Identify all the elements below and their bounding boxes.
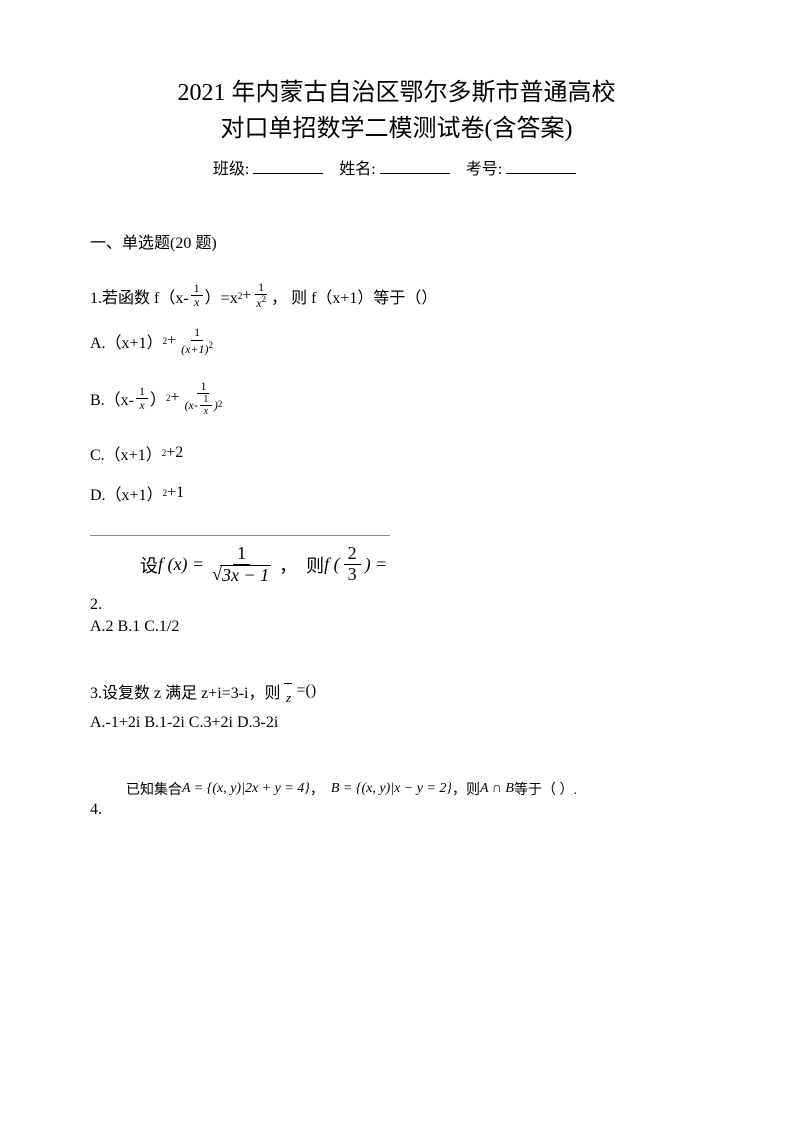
q1-optB-label: B.（x- <box>90 386 134 410</box>
q1-frac1-den-x: x <box>194 295 199 309</box>
q2-fx: f (x) = <box>158 554 204 575</box>
q1-frac2-den-sup: 2 <box>262 294 267 304</box>
q3-pre: 3.设复数 z 满足 z+i=3-i，则 <box>90 679 280 703</box>
q1-frac1-num: 1 <box>191 282 203 296</box>
q3-zbar-top <box>282 677 294 691</box>
q1-optB-frac-inner-num: 1 <box>136 385 148 399</box>
number-blank[interactable] <box>506 156 576 174</box>
q1-prefix: 1.若函数 f（x- <box>90 284 189 308</box>
q1-optB-fo-df: 1 x <box>200 394 212 417</box>
q3-post: =() <box>296 682 316 700</box>
q2-comma: ， <box>279 552 297 578</box>
q1-suffix: ， 则 f（x+1）等于（） <box>271 284 437 308</box>
q1-optB-frac-outer-den: (x- 1 x )2 <box>182 394 226 417</box>
number-label: 考号: <box>466 161 502 178</box>
q4-A-def: A = {(x, y)|2x + y = 4} <box>182 781 310 797</box>
q3-zbar-frac: z <box>282 677 294 706</box>
q3-line2: A.-1+2i B.1-2i C.3+2i D.3-2i <box>90 710 703 736</box>
q1-frac1-den: x <box>191 296 203 309</box>
class-label: 班级: <box>213 161 249 178</box>
q1-mid2: + <box>242 287 251 305</box>
q2-frac1: 1 √ 3x − 1 <box>208 544 275 586</box>
q1-optD-suffix: +1 <box>167 484 184 502</box>
q1-optA-plus: + <box>167 332 176 350</box>
q1-option-c: C.（x+1）2+2 <box>90 441 703 465</box>
q4-pre: 已知集合 <box>126 779 182 799</box>
q2-formula-box: 设 f (x) = 1 √ 3x − 1 ， 则 f ( 2 3 ) = <box>90 535 390 592</box>
q2-frac1-den: √ 3x − 1 <box>208 565 275 586</box>
name-label: 姓名: <box>339 161 375 178</box>
q1-optB-after-inner: ） <box>150 386 166 410</box>
q4-comma1: ， <box>310 779 324 799</box>
q2-number: 2. <box>90 596 703 614</box>
class-blank[interactable] <box>253 156 323 174</box>
q2-frac1-num: 1 <box>233 544 250 565</box>
q1-optB-frac-outer-num: 1 <box>197 380 209 394</box>
q1-optB-fo-df-d: x <box>204 406 208 417</box>
q1-optA-frac-den: (x+1)2 <box>178 341 216 356</box>
q1-optA-frac: 1 (x+1)2 <box>178 326 216 355</box>
q2-f-close: ) = <box>365 554 388 575</box>
q2-then-cn: 则 <box>306 552 324 578</box>
q2-frac2: 2 3 <box>344 544 361 585</box>
q2-formula: 设 f (x) = 1 √ 3x − 1 ， 则 f ( 2 3 ) = <box>90 544 390 592</box>
q1-optA-frac-num: 1 <box>191 326 203 340</box>
q2-sqrt: √ 3x − 1 <box>212 565 271 586</box>
q4-number: 4. <box>90 801 703 819</box>
q1-optB-frac-inner: 1 x <box>136 385 148 412</box>
section-1-header: 一、单选题(20 题) <box>90 229 703 253</box>
q1-optA-frac-den-body: (x+1) <box>181 342 208 356</box>
q1-option-a: A.（x+1） 2 + 1 (x+1)2 <box>90 326 703 355</box>
q2-sqrt-body: 3x − 1 <box>220 565 271 586</box>
q1-optB-fo-dl: (x- <box>185 399 198 412</box>
q2-frac2-den: 3 <box>344 565 361 585</box>
q1-optB-fo-df-n: 1 <box>200 394 212 406</box>
q1-optA-frac-den-sup: 2 <box>209 340 214 350</box>
q1-frac2-den: x2 <box>253 295 269 310</box>
q4-then: ，则 <box>452 779 480 799</box>
q1-optD-label: D.（x+1） <box>90 481 163 505</box>
info-line: 班级: 姓名: 考号: <box>90 155 703 179</box>
q1-optB-plus: + <box>171 389 180 407</box>
q3-zbar-z: z <box>282 691 294 705</box>
q1-optB-frac-inner-den-x: x <box>139 398 144 412</box>
q4-stem: 已知集合 A = {(x, y)|2x + y = 4} ， B = {(x, … <box>90 779 703 799</box>
q1-option-b: B.（x- 1 x ） 2 + 1 (x- 1 x )2 <box>90 380 703 417</box>
q2-f-open: f ( <box>324 554 340 575</box>
q2-prefix-cn: 设 <box>140 552 158 578</box>
q4-B-def: B = {(x, y)|x − y = 2} <box>331 781 452 797</box>
q1-optB-fo-ds: 2 <box>218 400 223 410</box>
q1-mid1: ）=x <box>205 284 238 308</box>
q1-optA-label: A.（x+1） <box>90 329 163 353</box>
q4-suffix: 等于（ ）. <box>514 779 577 799</box>
name-blank[interactable] <box>380 156 450 174</box>
q1-frac1: 1 x <box>191 282 203 309</box>
q2-frac2-num: 2 <box>344 544 361 565</box>
q1-option-d: D.（x+1）2+1 <box>90 481 703 505</box>
q1-optC-suffix: +2 <box>166 444 183 462</box>
q1-optB-frac-inner-den: x <box>136 399 148 412</box>
q1-optB-frac-outer: 1 (x- 1 x )2 <box>182 380 226 417</box>
q2-options: A.2 B.1 C.1/2 <box>90 614 703 640</box>
q1-frac2-num: 1 <box>255 281 267 295</box>
q4-AcapB: A ∩ B <box>480 781 514 797</box>
q1-frac2: 1 x2 <box>253 281 269 310</box>
title-line-1: 2021 年内蒙古自治区鄂尔多斯市普通高校 <box>90 75 703 111</box>
q1-stem: 1.若函数 f（x- 1 x ）=x 2 + 1 x2 ， 则 f（x+1）等于（… <box>90 281 703 310</box>
q3-line1: 3.设复数 z 满足 z+i=3-i，则 z =() <box>90 677 703 706</box>
q3-zbar-letter: z <box>286 690 291 705</box>
title-line-2: 对口单招数学二模测试卷(含答案) <box>90 111 703 147</box>
q1-optC-label: C.（x+1） <box>90 441 162 465</box>
